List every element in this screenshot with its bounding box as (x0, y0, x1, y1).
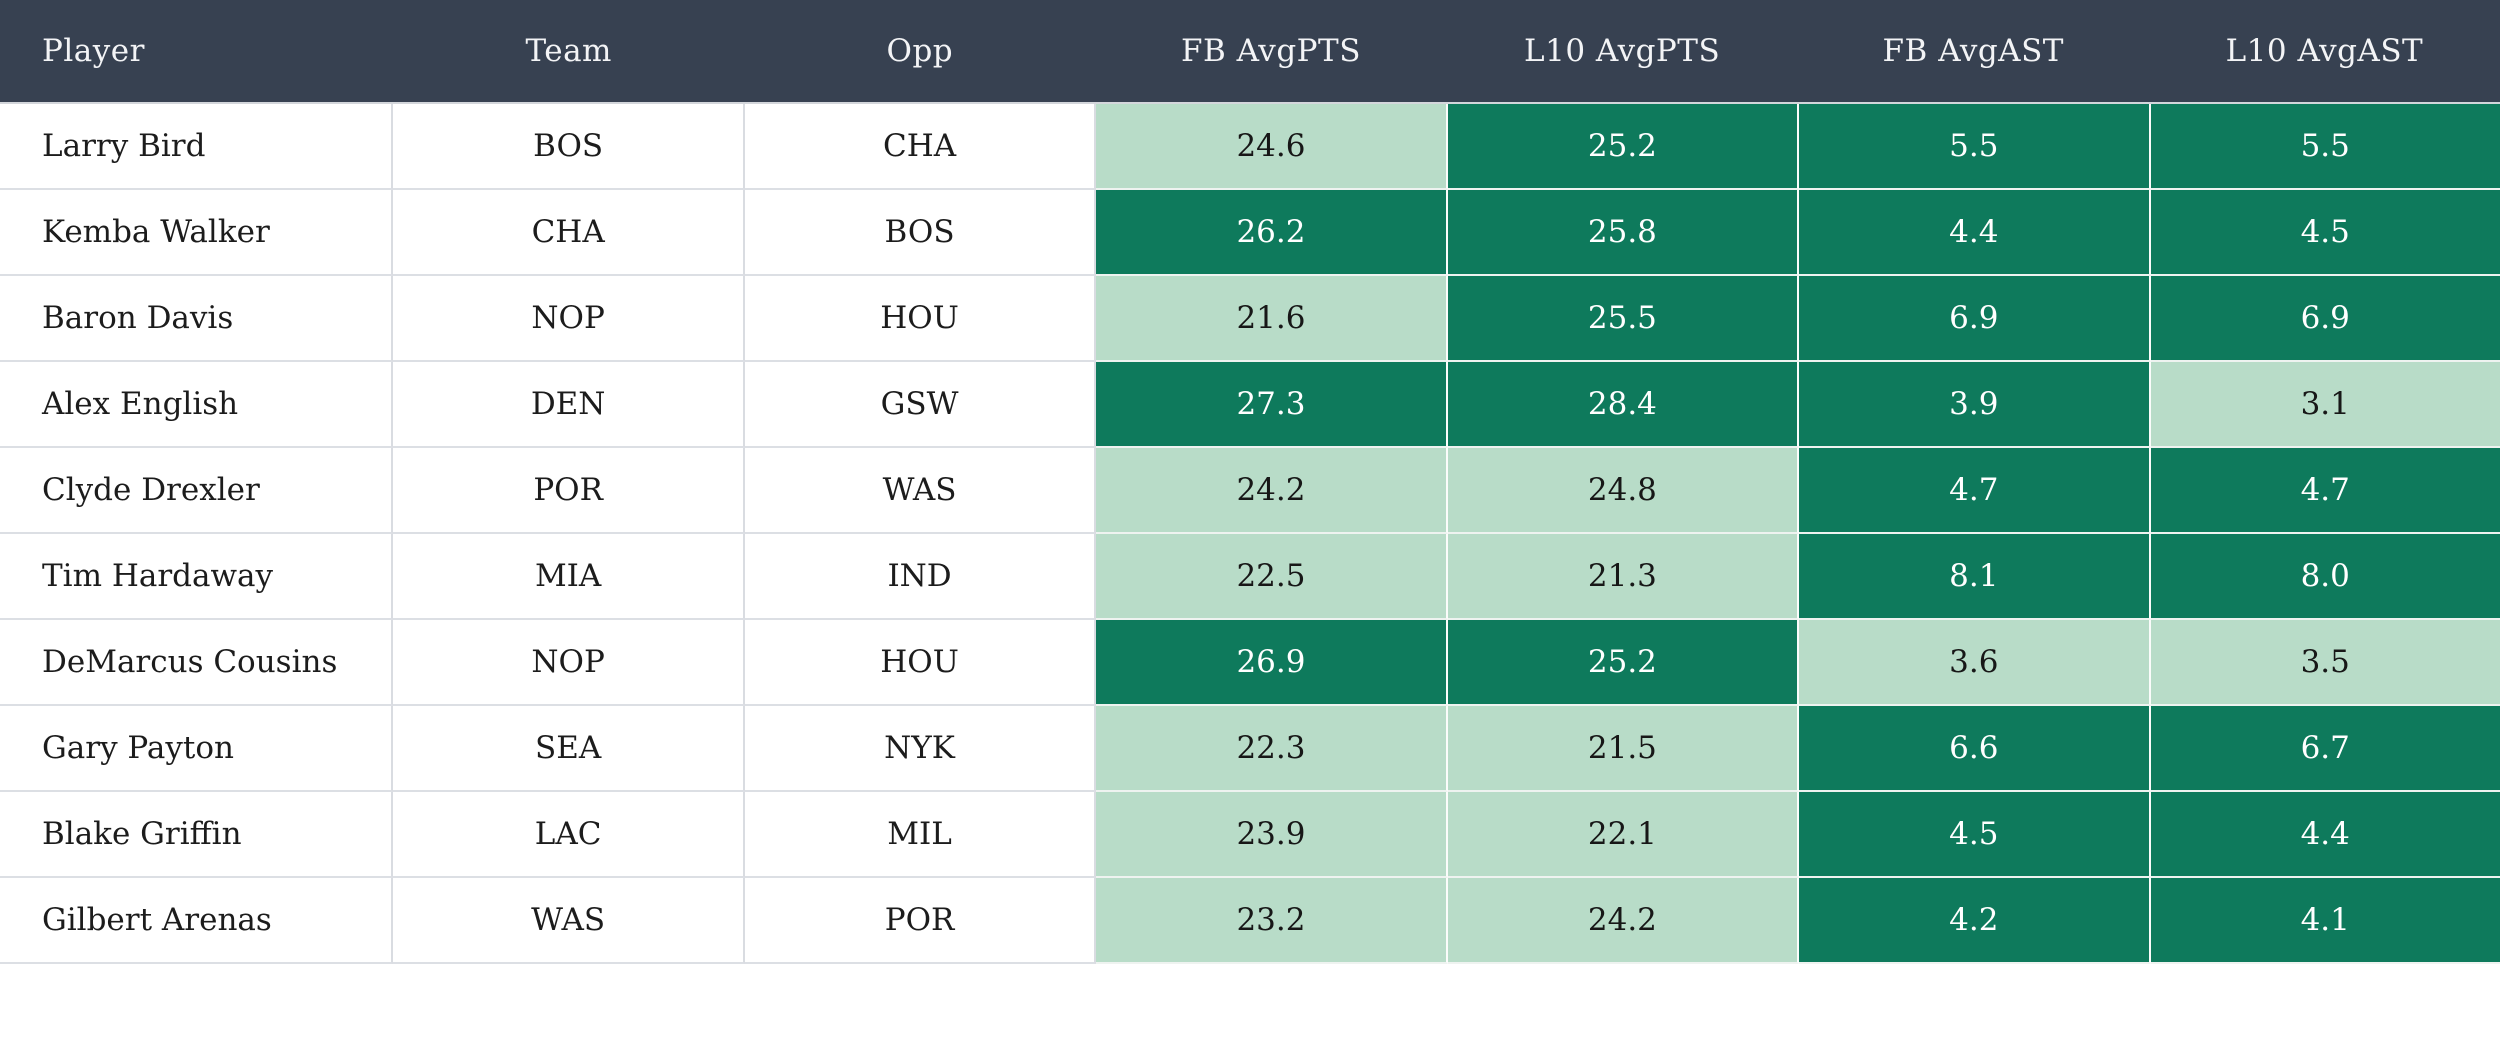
col-header-fb-avgpts[interactable]: FB AvgPTS (1181, 33, 1361, 69)
opp-cell: HOU (744, 276, 1097, 362)
col-header-l10-avgast[interactable]: L10 AvgAST (2225, 33, 2424, 69)
stat-fb-avgast: 8.1 (1799, 534, 2151, 620)
table-row: Larry Bird BOS CHA 24.6 25.2 5.5 5.5 (0, 104, 2500, 190)
col-header-player[interactable]: Player (42, 33, 145, 69)
opp-cell: GSW (744, 362, 1097, 448)
stat-l10-avgast: 4.7 (2150, 448, 2500, 534)
table-row: Clyde Drexler POR WAS 24.2 24.8 4.7 4.7 (0, 448, 2500, 534)
stat-l10-avgast: 4.4 (2150, 792, 2500, 878)
player-name: Gilbert Arenas (0, 878, 394, 964)
player-name: Clyde Drexler (0, 448, 394, 534)
player-stats-table: Player Team Opp FB AvgPTS L10 AvgPTS FB … (0, 0, 2500, 964)
team-cell: NOP (393, 276, 745, 362)
stat-fb-avgast: 5.5 (1799, 104, 2151, 190)
stat-l10-avgpts: 24.8 (1447, 448, 1800, 534)
stat-l10-avgpts: 25.2 (1447, 620, 1800, 706)
stat-l10-avgast: 3.1 (2150, 362, 2500, 448)
opp-cell: HOU (744, 620, 1097, 706)
stat-fb-avgast: 3.9 (1799, 362, 2151, 448)
team-cell: SEA (393, 706, 745, 792)
opp-cell: NYK (744, 706, 1097, 792)
stat-l10-avgast: 5.5 (2150, 104, 2500, 190)
player-name: Larry Bird (0, 104, 394, 190)
team-cell: MIA (393, 534, 745, 620)
stat-fb-avgpts: 24.2 (1096, 448, 1448, 534)
stat-fb-avgast: 6.6 (1799, 706, 2151, 792)
table-row: Gary Payton SEA NYK 22.3 21.5 6.6 6.7 (0, 706, 2500, 792)
stat-fb-avgpts: 22.5 (1096, 534, 1448, 620)
opp-cell: MIL (744, 792, 1097, 878)
team-cell: POR (393, 448, 745, 534)
table-row: Baron Davis NOP HOU 21.6 25.5 6.9 6.9 (0, 276, 2500, 362)
stat-fb-avgast: 6.9 (1799, 276, 2151, 362)
player-name: Kemba Walker (0, 190, 394, 276)
stat-l10-avgpts: 21.5 (1447, 706, 1800, 792)
player-name: Blake Griffin (0, 792, 394, 878)
team-cell: CHA (393, 190, 745, 276)
stat-fb-avgpts: 23.9 (1096, 792, 1448, 878)
player-name: DeMarcus Cousins (0, 620, 394, 706)
team-cell: BOS (393, 104, 745, 190)
table-row: Alex English DEN GSW 27.3 28.4 3.9 3.1 (0, 362, 2500, 448)
stat-l10-avgpts: 25.2 (1447, 104, 1800, 190)
opp-cell: WAS (744, 448, 1097, 534)
table-row: DeMarcus Cousins NOP HOU 26.9 25.2 3.6 3… (0, 620, 2500, 706)
stat-l10-avgpts: 24.2 (1447, 878, 1800, 964)
opp-cell: BOS (744, 190, 1097, 276)
col-header-team[interactable]: Team (525, 33, 612, 69)
col-header-opp[interactable]: Opp (886, 33, 954, 69)
stat-fb-avgpts: 21.6 (1096, 276, 1448, 362)
stat-l10-avgast: 4.5 (2150, 190, 2500, 276)
stat-fb-avgpts: 26.9 (1096, 620, 1448, 706)
player-name: Baron Davis (0, 276, 394, 362)
stat-fb-avgast: 4.2 (1799, 878, 2151, 964)
stat-l10-avgpts: 21.3 (1447, 534, 1800, 620)
table-row: Blake Griffin LAC MIL 23.9 22.1 4.5 4.4 (0, 792, 2500, 878)
stat-fb-avgpts: 22.3 (1096, 706, 1448, 792)
opp-cell: CHA (744, 104, 1097, 190)
team-cell: NOP (393, 620, 745, 706)
col-header-fb-avgast[interactable]: FB AvgAST (1882, 33, 2064, 69)
stat-fb-avgpts: 27.3 (1096, 362, 1448, 448)
opp-cell: POR (744, 878, 1097, 964)
team-cell: LAC (393, 792, 745, 878)
stat-fb-avgast: 3.6 (1799, 620, 2151, 706)
stat-l10-avgast: 8.0 (2150, 534, 2500, 620)
stat-l10-avgast: 6.9 (2150, 276, 2500, 362)
stat-l10-avgast: 3.5 (2150, 620, 2500, 706)
col-header-l10-avgpts[interactable]: L10 AvgPTS (1524, 33, 1721, 69)
stat-l10-avgpts: 25.5 (1447, 276, 1800, 362)
table-header-row: Player Team Opp FB AvgPTS L10 AvgPTS FB … (0, 0, 2500, 104)
stat-fb-avgpts: 26.2 (1096, 190, 1448, 276)
stat-fb-avgast: 4.5 (1799, 792, 2151, 878)
player-name: Tim Hardaway (0, 534, 394, 620)
table-row: Gilbert Arenas WAS POR 23.2 24.2 4.2 4.1 (0, 878, 2500, 964)
opp-cell: IND (744, 534, 1097, 620)
team-cell: WAS (393, 878, 745, 964)
stat-fb-avgast: 4.7 (1799, 448, 2151, 534)
stat-l10-avgast: 4.1 (2150, 878, 2500, 964)
player-name: Gary Payton (0, 706, 394, 792)
stat-fb-avgpts: 24.6 (1096, 104, 1448, 190)
table-row: Kemba Walker CHA BOS 26.2 25.8 4.4 4.5 (0, 190, 2500, 276)
stat-l10-avgpts: 28.4 (1447, 362, 1800, 448)
stat-l10-avgast: 6.7 (2150, 706, 2500, 792)
team-cell: DEN (393, 362, 745, 448)
stat-fb-avgast: 4.4 (1799, 190, 2151, 276)
player-name: Alex English (0, 362, 394, 448)
stat-fb-avgpts: 23.2 (1096, 878, 1448, 964)
stat-l10-avgpts: 25.8 (1447, 190, 1800, 276)
table-row: Tim Hardaway MIA IND 22.5 21.3 8.1 8.0 (0, 534, 2500, 620)
stat-l10-avgpts: 22.1 (1447, 792, 1800, 878)
